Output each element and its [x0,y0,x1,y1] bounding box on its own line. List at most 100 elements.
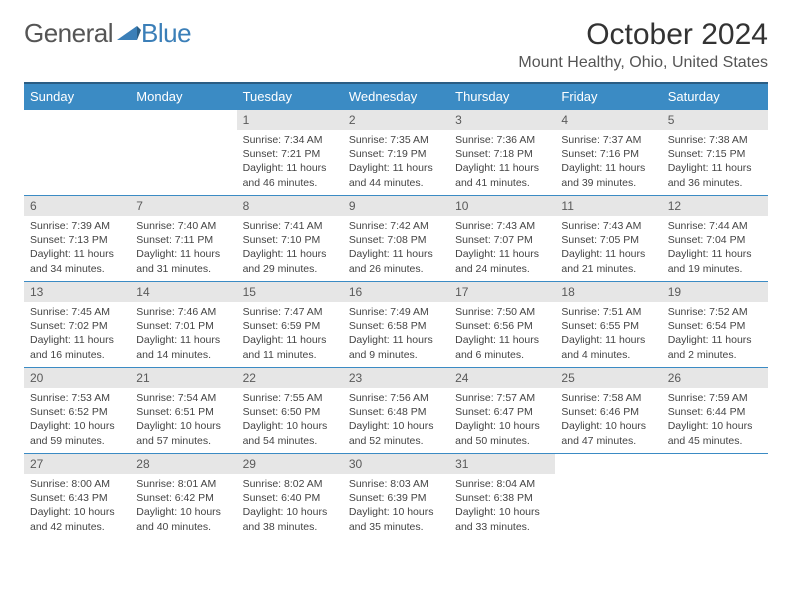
logo-icon [117,18,141,49]
day-content: Sunrise: 7:59 AMSunset: 6:44 PMDaylight:… [662,388,768,452]
calendar-day-cell: 25Sunrise: 7:58 AMSunset: 6:46 PMDayligh… [555,368,661,454]
day-header: Monday [130,83,236,110]
calendar-day-cell: 22Sunrise: 7:55 AMSunset: 6:50 PMDayligh… [237,368,343,454]
logo-text-blue: Blue [141,18,191,49]
calendar-week-row: 13Sunrise: 7:45 AMSunset: 7:02 PMDayligh… [24,282,768,368]
day-content: Sunrise: 7:46 AMSunset: 7:01 PMDaylight:… [130,302,236,366]
day-number: 22 [237,368,343,388]
calendar-day-cell [24,110,130,196]
day-number: 13 [24,282,130,302]
calendar-day-cell: 2Sunrise: 7:35 AMSunset: 7:19 PMDaylight… [343,110,449,196]
day-number: 30 [343,454,449,474]
day-number: 2 [343,110,449,130]
day-content: Sunrise: 8:02 AMSunset: 6:40 PMDaylight:… [237,474,343,538]
day-number: 6 [24,196,130,216]
calendar-body: 1Sunrise: 7:34 AMSunset: 7:21 PMDaylight… [24,110,768,540]
day-content: Sunrise: 7:49 AMSunset: 6:58 PMDaylight:… [343,302,449,366]
day-number: 14 [130,282,236,302]
title-block: October 2024 Mount Healthy, Ohio, United… [518,18,768,72]
day-number: 29 [237,454,343,474]
calendar-day-cell: 3Sunrise: 7:36 AMSunset: 7:18 PMDaylight… [449,110,555,196]
calendar-day-cell: 29Sunrise: 8:02 AMSunset: 6:40 PMDayligh… [237,454,343,540]
day-content: Sunrise: 7:47 AMSunset: 6:59 PMDaylight:… [237,302,343,366]
calendar-week-row: 27Sunrise: 8:00 AMSunset: 6:43 PMDayligh… [24,454,768,540]
calendar-day-cell: 12Sunrise: 7:44 AMSunset: 7:04 PMDayligh… [662,196,768,282]
day-content: Sunrise: 7:52 AMSunset: 6:54 PMDaylight:… [662,302,768,366]
day-header: Sunday [24,83,130,110]
day-content: Sunrise: 7:50 AMSunset: 6:56 PMDaylight:… [449,302,555,366]
day-content: Sunrise: 7:34 AMSunset: 7:21 PMDaylight:… [237,130,343,194]
day-header: Tuesday [237,83,343,110]
day-number: 28 [130,454,236,474]
calendar-day-cell: 11Sunrise: 7:43 AMSunset: 7:05 PMDayligh… [555,196,661,282]
calendar-day-cell: 5Sunrise: 7:38 AMSunset: 7:15 PMDaylight… [662,110,768,196]
calendar-day-cell: 17Sunrise: 7:50 AMSunset: 6:56 PMDayligh… [449,282,555,368]
day-number: 19 [662,282,768,302]
calendar-day-cell: 9Sunrise: 7:42 AMSunset: 7:08 PMDaylight… [343,196,449,282]
calendar-day-cell: 23Sunrise: 7:56 AMSunset: 6:48 PMDayligh… [343,368,449,454]
day-number: 1 [237,110,343,130]
day-number: 31 [449,454,555,474]
calendar-day-cell: 20Sunrise: 7:53 AMSunset: 6:52 PMDayligh… [24,368,130,454]
calendar-day-cell [662,454,768,540]
calendar-day-cell: 26Sunrise: 7:59 AMSunset: 6:44 PMDayligh… [662,368,768,454]
day-number: 25 [555,368,661,388]
calendar-day-cell: 15Sunrise: 7:47 AMSunset: 6:59 PMDayligh… [237,282,343,368]
day-content: Sunrise: 7:35 AMSunset: 7:19 PMDaylight:… [343,130,449,194]
day-number: 24 [449,368,555,388]
calendar-day-cell: 13Sunrise: 7:45 AMSunset: 7:02 PMDayligh… [24,282,130,368]
calendar-day-cell: 27Sunrise: 8:00 AMSunset: 6:43 PMDayligh… [24,454,130,540]
header: General Blue October 2024 Mount Healthy,… [24,18,768,72]
calendar-day-cell: 30Sunrise: 8:03 AMSunset: 6:39 PMDayligh… [343,454,449,540]
day-number: 10 [449,196,555,216]
day-number: 16 [343,282,449,302]
day-content: Sunrise: 7:36 AMSunset: 7:18 PMDaylight:… [449,130,555,194]
day-content: Sunrise: 7:57 AMSunset: 6:47 PMDaylight:… [449,388,555,452]
day-header: Saturday [662,83,768,110]
calendar-day-cell: 19Sunrise: 7:52 AMSunset: 6:54 PMDayligh… [662,282,768,368]
day-content: Sunrise: 7:38 AMSunset: 7:15 PMDaylight:… [662,130,768,194]
day-number: 8 [237,196,343,216]
day-content: Sunrise: 7:42 AMSunset: 7:08 PMDaylight:… [343,216,449,280]
calendar-day-cell: 4Sunrise: 7:37 AMSunset: 7:16 PMDaylight… [555,110,661,196]
calendar-week-row: 20Sunrise: 7:53 AMSunset: 6:52 PMDayligh… [24,368,768,454]
day-content: Sunrise: 8:01 AMSunset: 6:42 PMDaylight:… [130,474,236,538]
day-header: Thursday [449,83,555,110]
calendar-day-cell: 7Sunrise: 7:40 AMSunset: 7:11 PMDaylight… [130,196,236,282]
day-number: 3 [449,110,555,130]
calendar-week-row: 1Sunrise: 7:34 AMSunset: 7:21 PMDaylight… [24,110,768,196]
day-content: Sunrise: 7:37 AMSunset: 7:16 PMDaylight:… [555,130,661,194]
day-number: 7 [130,196,236,216]
calendar-day-cell: 16Sunrise: 7:49 AMSunset: 6:58 PMDayligh… [343,282,449,368]
day-content: Sunrise: 7:43 AMSunset: 7:05 PMDaylight:… [555,216,661,280]
day-content: Sunrise: 7:53 AMSunset: 6:52 PMDaylight:… [24,388,130,452]
day-header: Wednesday [343,83,449,110]
calendar-day-cell: 8Sunrise: 7:41 AMSunset: 7:10 PMDaylight… [237,196,343,282]
calendar-day-cell: 21Sunrise: 7:54 AMSunset: 6:51 PMDayligh… [130,368,236,454]
day-content: Sunrise: 8:03 AMSunset: 6:39 PMDaylight:… [343,474,449,538]
calendar-day-cell: 24Sunrise: 7:57 AMSunset: 6:47 PMDayligh… [449,368,555,454]
day-content: Sunrise: 7:39 AMSunset: 7:13 PMDaylight:… [24,216,130,280]
day-content: Sunrise: 7:43 AMSunset: 7:07 PMDaylight:… [449,216,555,280]
calendar-day-cell [555,454,661,540]
day-content: Sunrise: 7:44 AMSunset: 7:04 PMDaylight:… [662,216,768,280]
calendar-day-cell: 10Sunrise: 7:43 AMSunset: 7:07 PMDayligh… [449,196,555,282]
calendar-table: SundayMondayTuesdayWednesdayThursdayFrid… [24,82,768,540]
day-content: Sunrise: 7:54 AMSunset: 6:51 PMDaylight:… [130,388,236,452]
calendar-day-cell: 6Sunrise: 7:39 AMSunset: 7:13 PMDaylight… [24,196,130,282]
day-content: Sunrise: 7:51 AMSunset: 6:55 PMDaylight:… [555,302,661,366]
day-content: Sunrise: 7:55 AMSunset: 6:50 PMDaylight:… [237,388,343,452]
day-content: Sunrise: 7:40 AMSunset: 7:11 PMDaylight:… [130,216,236,280]
logo-text-general: General [24,18,113,49]
day-content: Sunrise: 8:04 AMSunset: 6:38 PMDaylight:… [449,474,555,538]
day-number: 23 [343,368,449,388]
calendar-day-cell [130,110,236,196]
day-content: Sunrise: 7:45 AMSunset: 7:02 PMDaylight:… [24,302,130,366]
day-number: 4 [555,110,661,130]
day-content: Sunrise: 7:58 AMSunset: 6:46 PMDaylight:… [555,388,661,452]
day-number: 9 [343,196,449,216]
day-header: Friday [555,83,661,110]
calendar-day-cell: 31Sunrise: 8:04 AMSunset: 6:38 PMDayligh… [449,454,555,540]
day-number: 11 [555,196,661,216]
location: Mount Healthy, Ohio, United States [518,54,768,72]
